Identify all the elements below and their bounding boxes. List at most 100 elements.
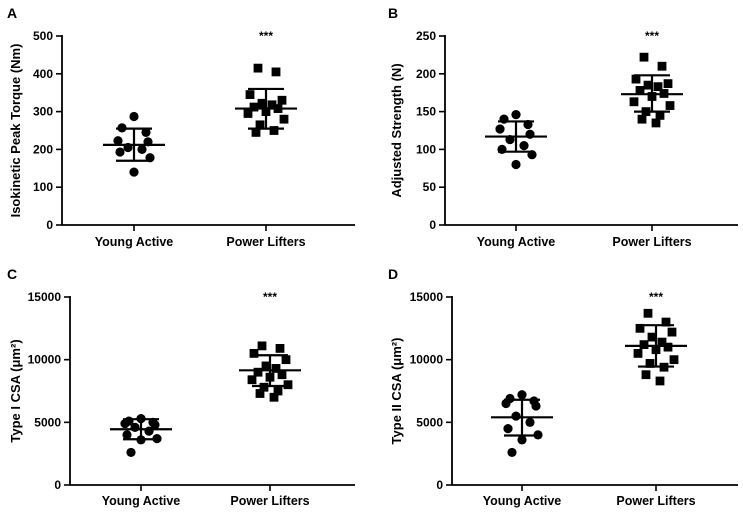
data-point-young-active xyxy=(511,159,521,170)
y-tick-label: 15000 xyxy=(410,290,444,304)
data-point-power-lifters xyxy=(661,317,671,327)
data-point-power-lifters xyxy=(669,355,679,365)
y-tick-label: 100 xyxy=(416,142,436,156)
data-point-young-active xyxy=(129,167,139,177)
y-tick-label: 300 xyxy=(33,105,53,119)
y-tick-label: 5000 xyxy=(416,415,443,429)
x-category-label: Power Lifters xyxy=(616,494,695,508)
y-tick-label: 10000 xyxy=(28,353,62,367)
data-point-power-lifters xyxy=(283,380,293,390)
data-point-young-active xyxy=(511,411,521,421)
chart-panel-a: A 0 100 200 300 400 500 Isokinetic Peak Torque … xyxy=(7,5,355,249)
data-point-young-active xyxy=(130,422,140,432)
y-tick-label: 200 xyxy=(33,142,53,156)
data-point-power-lifters xyxy=(655,110,665,120)
data-point-power-lifters xyxy=(633,349,643,358)
significance-label: *** xyxy=(649,290,663,304)
data-point-power-lifters xyxy=(271,364,281,373)
data-point-young-active xyxy=(137,144,147,154)
significance-label: *** xyxy=(645,29,659,43)
y-tick-label: 200 xyxy=(416,67,436,81)
data-point-young-active xyxy=(503,424,513,434)
x-category-label: Young Active xyxy=(483,494,562,508)
data-point-young-active xyxy=(501,398,511,409)
data-point-power-lifters xyxy=(255,389,265,398)
y-tick-label: 0 xyxy=(54,478,61,492)
data-point-power-lifters xyxy=(247,375,257,385)
data-point-power-lifters xyxy=(279,114,289,124)
data-point-power-lifters xyxy=(647,332,657,342)
data-point-young-active xyxy=(511,110,521,120)
y-tick-label: 250 xyxy=(416,29,436,43)
data-point-power-lifters xyxy=(257,98,267,108)
data-point-power-lifters xyxy=(281,355,291,365)
chart-panel-b: B 0 50 100 150 200 250 Adjusted Strength (N) You… xyxy=(388,5,738,249)
data-point-power-lifters xyxy=(277,95,287,105)
data-point-power-lifters xyxy=(271,67,281,77)
data-point-young-active xyxy=(126,447,136,458)
data-point-power-lifters xyxy=(635,86,645,95)
data-point-power-lifters xyxy=(253,63,263,73)
data-point-young-active xyxy=(519,141,529,151)
data-point-power-lifters xyxy=(667,327,677,337)
data-point-power-lifters xyxy=(243,109,253,118)
y-tick-label: 0 xyxy=(436,478,443,492)
data-point-power-lifters xyxy=(255,120,265,130)
data-point-young-active xyxy=(507,447,517,458)
data-point-young-active xyxy=(495,124,505,134)
x-category-label: Power Lifters xyxy=(230,494,309,508)
data-point-power-lifters xyxy=(639,52,649,62)
y-tick-label: 15000 xyxy=(28,290,62,304)
data-point-power-lifters xyxy=(639,340,649,350)
y-tick-label: 0 xyxy=(46,218,53,232)
data-point-power-lifters xyxy=(275,343,285,353)
data-point-power-lifters xyxy=(259,382,269,392)
data-point-power-lifters xyxy=(253,367,263,377)
data-point-young-active xyxy=(517,435,527,445)
y-tick-label: 100 xyxy=(33,180,53,194)
data-point-power-lifters xyxy=(273,386,283,396)
y-axis-label: Type I CSA (μm²) xyxy=(8,339,23,442)
data-point-power-lifters xyxy=(655,376,665,386)
data-point-young-active xyxy=(115,147,125,157)
data-point-power-lifters xyxy=(657,337,667,347)
x-category-label: Young Active xyxy=(477,235,556,249)
panel-letter: C xyxy=(7,266,17,282)
panel-letter: B xyxy=(388,5,398,21)
significance-label: *** xyxy=(263,290,277,304)
data-point-power-lifters xyxy=(645,359,655,368)
data-point-power-lifters xyxy=(631,74,641,84)
data-point-power-lifters xyxy=(643,308,653,318)
data-point-power-lifters xyxy=(269,392,279,402)
panel-letter: D xyxy=(388,266,398,282)
data-point-power-lifters xyxy=(261,361,271,371)
data-point-power-lifters xyxy=(249,102,259,112)
data-point-power-lifters xyxy=(249,349,259,358)
data-point-young-active xyxy=(517,390,527,400)
x-category-label: Power Lifters xyxy=(226,235,305,249)
data-point-power-lifters xyxy=(663,79,673,89)
data-point-power-lifters xyxy=(651,118,661,128)
data-point-young-active xyxy=(113,136,123,146)
data-point-young-active xyxy=(144,426,154,436)
x-category-label: Young Active xyxy=(102,494,181,508)
significance-label: *** xyxy=(259,29,273,43)
y-tick-label: 400 xyxy=(33,67,53,81)
data-point-young-active xyxy=(122,430,132,440)
data-point-power-lifters xyxy=(663,342,673,352)
data-point-power-lifters xyxy=(641,370,651,380)
panel-letter: A xyxy=(7,5,17,21)
chart-panel-d: D 0 5000 10000 15000 Type II CSA (μm²) Young A… xyxy=(388,266,738,508)
data-point-power-lifters xyxy=(269,126,279,135)
data-point-young-active xyxy=(531,401,541,411)
data-point-power-lifters xyxy=(257,341,267,351)
y-tick-label: 10000 xyxy=(410,353,444,367)
data-point-young-active xyxy=(141,127,151,137)
y-tick-label: 5000 xyxy=(34,415,61,429)
data-point-young-active xyxy=(150,420,160,430)
y-tick-label: 0 xyxy=(429,218,436,232)
data-point-power-lifters xyxy=(245,90,255,99)
y-tick-label: 150 xyxy=(416,105,436,119)
y-axis-label: Type II CSA (μm²) xyxy=(389,338,404,445)
